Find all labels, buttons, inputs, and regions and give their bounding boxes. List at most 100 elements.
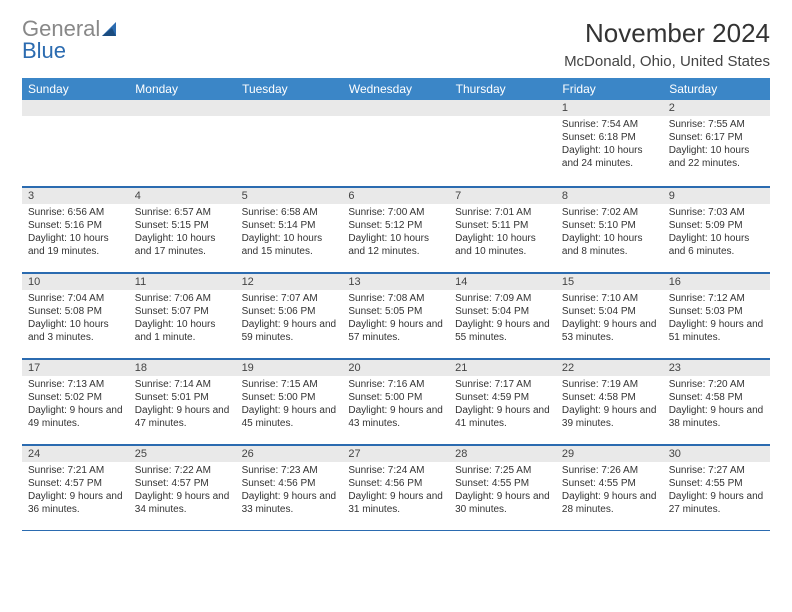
day-header: Monday [129,78,236,100]
empty-cell [342,100,449,186]
calendar-week-row: 17Sunrise: 7:13 AMSunset: 5:02 PMDayligh… [22,358,770,444]
title-block: November 2024 McDonald, Ohio, United Sta… [564,18,770,70]
day-info: Sunrise: 6:58 AMSunset: 5:14 PMDaylight:… [236,204,343,262]
sunrise-line: Sunrise: 7:13 AM [28,378,123,391]
day-number: 30 [663,445,770,462]
day-cell: 26Sunrise: 7:23 AMSunset: 4:56 PMDayligh… [236,444,343,530]
day-cell: 5Sunrise: 6:58 AMSunset: 5:14 PMDaylight… [236,186,343,272]
day-number: 22 [556,359,663,376]
day-info: Sunrise: 7:25 AMSunset: 4:55 PMDaylight:… [449,462,556,520]
day-number: 23 [663,359,770,376]
day-info: Sunrise: 6:56 AMSunset: 5:16 PMDaylight:… [22,204,129,262]
sunrise-line: Sunrise: 7:02 AM [562,206,657,219]
sunset-line: Sunset: 4:59 PM [455,391,550,404]
day-number: 19 [236,359,343,376]
month-title: November 2024 [564,18,770,49]
empty-cell [22,100,129,186]
sunrise-line: Sunrise: 6:56 AM [28,206,123,219]
day-number: 2 [663,100,770,116]
day-number-empty [236,100,343,116]
day-number: 25 [129,445,236,462]
daylight-line: Daylight: 10 hours and 17 minutes. [135,232,230,258]
day-cell: 27Sunrise: 7:24 AMSunset: 4:56 PMDayligh… [342,444,449,530]
day-info: Sunrise: 7:13 AMSunset: 5:02 PMDaylight:… [22,376,129,434]
day-info: Sunrise: 7:04 AMSunset: 5:08 PMDaylight:… [22,290,129,348]
sunrise-line: Sunrise: 7:55 AM [669,118,764,131]
day-number: 29 [556,445,663,462]
day-number: 5 [236,187,343,204]
sunset-line: Sunset: 4:56 PM [348,477,443,490]
day-cell: 24Sunrise: 7:21 AMSunset: 4:57 PMDayligh… [22,444,129,530]
day-cell: 20Sunrise: 7:16 AMSunset: 5:00 PMDayligh… [342,358,449,444]
day-info: Sunrise: 7:21 AMSunset: 4:57 PMDaylight:… [22,462,129,520]
sunset-line: Sunset: 4:56 PM [242,477,337,490]
sunrise-line: Sunrise: 7:10 AM [562,292,657,305]
sunset-line: Sunset: 5:02 PM [28,391,123,404]
sunset-line: Sunset: 5:16 PM [28,219,123,232]
sunrise-line: Sunrise: 7:16 AM [348,378,443,391]
day-header: Wednesday [342,78,449,100]
sunrise-line: Sunrise: 7:27 AM [669,464,764,477]
day-info: Sunrise: 7:06 AMSunset: 5:07 PMDaylight:… [129,290,236,348]
daylight-line: Daylight: 9 hours and 59 minutes. [242,318,337,344]
sunrise-line: Sunrise: 6:58 AM [242,206,337,219]
day-cell: 10Sunrise: 7:04 AMSunset: 5:08 PMDayligh… [22,272,129,358]
sunset-line: Sunset: 4:55 PM [455,477,550,490]
sunset-line: Sunset: 5:12 PM [348,219,443,232]
calendar-week-row: 24Sunrise: 7:21 AMSunset: 4:57 PMDayligh… [22,444,770,530]
sunrise-line: Sunrise: 7:12 AM [669,292,764,305]
logo-text-blue: Blue [22,38,66,63]
day-info: Sunrise: 7:17 AMSunset: 4:59 PMDaylight:… [449,376,556,434]
sunrise-line: Sunrise: 7:24 AM [348,464,443,477]
day-cell: 12Sunrise: 7:07 AMSunset: 5:06 PMDayligh… [236,272,343,358]
day-info: Sunrise: 7:07 AMSunset: 5:06 PMDaylight:… [236,290,343,348]
day-cell: 17Sunrise: 7:13 AMSunset: 5:02 PMDayligh… [22,358,129,444]
location: McDonald, Ohio, United States [564,53,770,70]
day-info: Sunrise: 7:14 AMSunset: 5:01 PMDaylight:… [129,376,236,434]
daylight-line: Daylight: 10 hours and 19 minutes. [28,232,123,258]
day-cell: 4Sunrise: 6:57 AMSunset: 5:15 PMDaylight… [129,186,236,272]
sunset-line: Sunset: 5:08 PM [28,305,123,318]
daylight-line: Daylight: 9 hours and 39 minutes. [562,404,657,430]
header: General Blue November 2024 McDonald, Ohi… [22,18,770,70]
day-cell: 25Sunrise: 7:22 AMSunset: 4:57 PMDayligh… [129,444,236,530]
sunset-line: Sunset: 4:58 PM [669,391,764,404]
sunset-line: Sunset: 5:00 PM [242,391,337,404]
day-cell: 9Sunrise: 7:03 AMSunset: 5:09 PMDaylight… [663,186,770,272]
day-number: 8 [556,187,663,204]
logo: General Blue [22,18,120,62]
day-info: Sunrise: 7:03 AMSunset: 5:09 PMDaylight:… [663,204,770,262]
sunrise-line: Sunrise: 7:15 AM [242,378,337,391]
logo-text: General Blue [22,18,120,62]
day-number-empty [22,100,129,116]
day-header: Thursday [449,78,556,100]
day-info: Sunrise: 7:08 AMSunset: 5:05 PMDaylight:… [342,290,449,348]
day-number: 10 [22,273,129,290]
sunrise-line: Sunrise: 7:01 AM [455,206,550,219]
sunrise-line: Sunrise: 7:20 AM [669,378,764,391]
day-info: Sunrise: 7:26 AMSunset: 4:55 PMDaylight:… [556,462,663,520]
day-number: 1 [556,100,663,116]
day-number: 11 [129,273,236,290]
day-cell: 8Sunrise: 7:02 AMSunset: 5:10 PMDaylight… [556,186,663,272]
day-cell: 3Sunrise: 6:56 AMSunset: 5:16 PMDaylight… [22,186,129,272]
daylight-line: Daylight: 9 hours and 34 minutes. [135,490,230,516]
sunset-line: Sunset: 6:17 PM [669,131,764,144]
day-info: Sunrise: 7:54 AMSunset: 6:18 PMDaylight:… [556,116,663,174]
day-cell: 21Sunrise: 7:17 AMSunset: 4:59 PMDayligh… [449,358,556,444]
daylight-line: Daylight: 9 hours and 38 minutes. [669,404,764,430]
daylight-line: Daylight: 9 hours and 41 minutes. [455,404,550,430]
daylight-line: Daylight: 10 hours and 1 minute. [135,318,230,344]
day-cell: 16Sunrise: 7:12 AMSunset: 5:03 PMDayligh… [663,272,770,358]
daylight-line: Daylight: 9 hours and 28 minutes. [562,490,657,516]
day-cell: 7Sunrise: 7:01 AMSunset: 5:11 PMDaylight… [449,186,556,272]
daylight-line: Daylight: 9 hours and 53 minutes. [562,318,657,344]
day-number: 7 [449,187,556,204]
daylight-line: Daylight: 10 hours and 3 minutes. [28,318,123,344]
sunset-line: Sunset: 5:00 PM [348,391,443,404]
sunrise-line: Sunrise: 7:21 AM [28,464,123,477]
sunrise-line: Sunrise: 7:54 AM [562,118,657,131]
day-info: Sunrise: 7:24 AMSunset: 4:56 PMDaylight:… [342,462,449,520]
day-number-empty [449,100,556,116]
day-info: Sunrise: 7:22 AMSunset: 4:57 PMDaylight:… [129,462,236,520]
